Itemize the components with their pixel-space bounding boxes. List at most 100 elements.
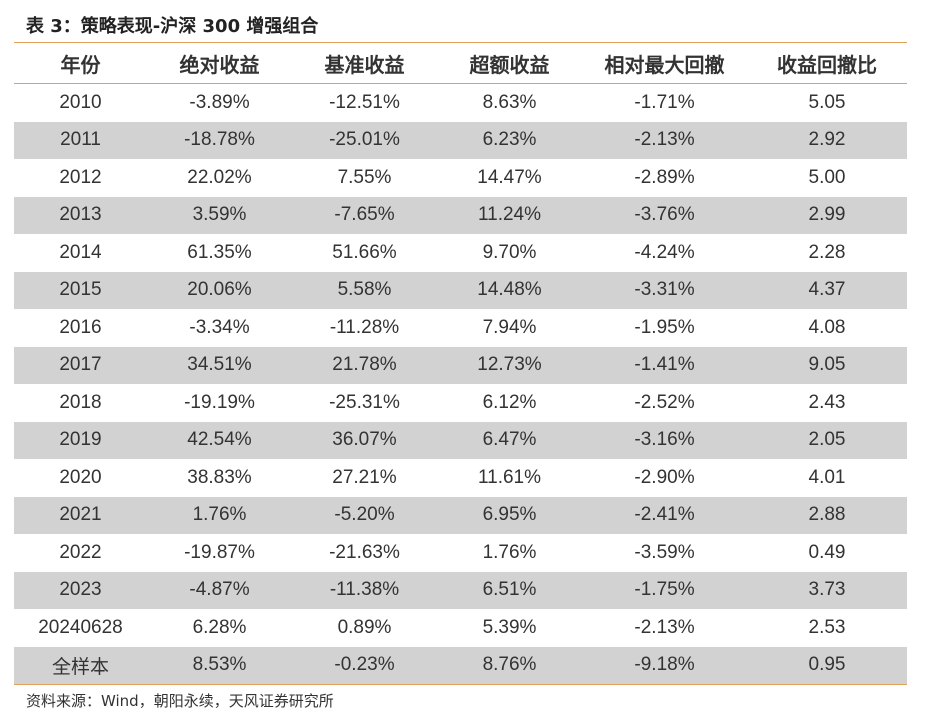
cell-year: 2016: [59, 316, 102, 338]
table-row: 2018 -19.19% -25.31% 6.12% -2.52% 2.43: [14, 384, 907, 422]
cell-year: 2023: [14, 571, 147, 609]
cell-excess-return: 14.47%: [477, 166, 542, 188]
header-relative-max-drawdown: 相对最大回撤: [582, 43, 747, 84]
cell-excess-return: 7.94%: [482, 316, 537, 338]
source-note: 资料来源：Wind，朝阳永续，天风证券研究所: [26, 692, 334, 710]
cell-year: 20240628: [38, 616, 123, 638]
cell-year: 2012: [59, 166, 102, 188]
table-row: 2015 20.06% 5.58% 14.48% -3.31% 4.37: [14, 271, 907, 309]
cell-excess-return: 9.70%: [482, 241, 537, 263]
cell-excess-return: 6.51%: [437, 571, 582, 609]
cell-return-drawdown-ratio: 0.49: [808, 541, 846, 563]
table-row: 2011 -18.78% -25.01% 6.23% -2.13% 2.92: [14, 121, 907, 159]
cell-year: 2020: [59, 466, 102, 488]
cell-return-drawdown-ratio: 2.92: [747, 121, 907, 159]
cell-absolute-return: 3.59%: [147, 196, 292, 234]
cell-relative-max-drawdown: -3.16%: [582, 421, 747, 459]
cell-return-drawdown-ratio: 2.99: [747, 196, 907, 234]
cell-absolute-return: 20.06%: [147, 271, 292, 309]
table-row: 2013 3.59% -7.65% 11.24% -3.76% 2.99: [14, 196, 907, 234]
table-row: 2019 42.54% 36.07% 6.47% -3.16% 2.05: [14, 421, 907, 459]
cell-absolute-return: 8.53%: [147, 646, 292, 684]
table-row: 全样本 8.53% -0.23% 8.76% -9.18% 0.95: [14, 646, 907, 684]
cell-relative-max-drawdown: -3.31%: [582, 271, 747, 309]
cell-year: 2014: [59, 241, 102, 263]
cell-relative-max-drawdown: -2.89%: [634, 166, 695, 188]
table-row: 2022 -19.87% -21.63% 1.76% -3.59% 0.49: [14, 534, 907, 572]
cell-return-drawdown-ratio: 4.37: [747, 271, 907, 309]
cell-excess-return: 8.63%: [482, 91, 537, 113]
cell-excess-return: 1.76%: [482, 541, 537, 563]
header-benchmark-return: 基准收益: [292, 43, 437, 84]
cell-relative-max-drawdown: -9.18%: [582, 646, 747, 684]
table-row: 2023 -4.87% -11.38% 6.51% -1.75% 3.73: [14, 571, 907, 609]
cell-benchmark-return: -25.31%: [329, 391, 400, 413]
cell-year: 2011: [14, 121, 147, 159]
cell-excess-return: 14.48%: [437, 271, 582, 309]
cell-benchmark-return: 21.78%: [292, 346, 437, 384]
table-row: 2017 34.51% 21.78% 12.73% -1.41% 9.05: [14, 346, 907, 384]
cell-year: 2013: [14, 196, 147, 234]
cell-return-drawdown-ratio: 5.05: [808, 91, 846, 113]
cell-return-drawdown-ratio: 2.53: [808, 616, 846, 638]
cell-absolute-return: -18.78%: [147, 121, 292, 159]
cell-absolute-return: -4.87%: [147, 571, 292, 609]
cell-return-drawdown-ratio: 5.00: [808, 166, 846, 188]
cell-relative-max-drawdown: -1.75%: [582, 571, 747, 609]
cell-excess-return: 6.23%: [437, 121, 582, 159]
header-return-drawdown-ratio: 收益回撤比: [747, 43, 907, 84]
table-row: 2021 1.76% -5.20% 6.95% -2.41% 2.88: [14, 496, 907, 534]
cell-excess-return: 11.61%: [477, 466, 542, 488]
cell-relative-max-drawdown: -3.59%: [634, 541, 695, 563]
cell-benchmark-return: 51.66%: [332, 241, 397, 263]
cell-year: 2019: [14, 421, 147, 459]
cell-relative-max-drawdown: -2.90%: [634, 466, 695, 488]
cell-benchmark-return: -7.65%: [292, 196, 437, 234]
table-row: 2012 22.02% 7.55% 14.47% -2.89% 5.00: [14, 159, 907, 197]
cell-absolute-return: -19.87%: [184, 541, 255, 563]
cell-return-drawdown-ratio: 0.95: [747, 646, 907, 684]
cell-benchmark-return: 0.89%: [337, 616, 392, 638]
cell-year: 2022: [59, 541, 102, 563]
table-row: 20240628 6.28% 0.89% 5.39% -2.13% 2.53: [14, 609, 907, 647]
table-title: 表 3：策略表现-沪深 300 增强组合: [26, 16, 319, 37]
cell-benchmark-return: -11.28%: [329, 316, 400, 338]
cell-absolute-return: -3.89%: [189, 91, 250, 113]
cell-return-drawdown-ratio: 4.08: [808, 316, 846, 338]
cell-year: 2010: [59, 91, 102, 113]
cell-benchmark-return: -0.23%: [292, 646, 437, 684]
table-body: 2010 -3.89% -12.51% 8.63% -1.71% 5.05 2011 -18.…: [14, 84, 907, 684]
table-header: 年份 绝对收益 基准收益 超额收益 相对最大回撤 收益回撤比: [14, 43, 907, 84]
cell-absolute-return: -3.34%: [189, 316, 250, 338]
cell-absolute-return: 22.02%: [187, 166, 252, 188]
header-absolute-return: 绝对收益: [147, 43, 292, 84]
cell-year: 2021: [14, 496, 147, 534]
cell-absolute-return: 38.83%: [187, 466, 252, 488]
cell-benchmark-return: -25.01%: [292, 121, 437, 159]
cell-return-drawdown-ratio: 2.88: [747, 496, 907, 534]
cell-return-drawdown-ratio: 4.01: [808, 466, 846, 488]
header-excess-return: 超额收益: [437, 43, 582, 84]
cell-return-drawdown-ratio: 2.05: [747, 421, 907, 459]
cell-relative-max-drawdown: -1.41%: [582, 346, 747, 384]
cell-absolute-return: 34.51%: [147, 346, 292, 384]
table-row: 2010 -3.89% -12.51% 8.63% -1.71% 5.05: [14, 84, 907, 122]
header-year: 年份: [14, 43, 147, 84]
cell-relative-max-drawdown: -1.95%: [634, 316, 695, 338]
cell-excess-return: 6.95%: [437, 496, 582, 534]
cell-benchmark-return: 5.58%: [292, 271, 437, 309]
cell-relative-max-drawdown: -2.13%: [582, 121, 747, 159]
cell-benchmark-return: 36.07%: [292, 421, 437, 459]
cell-year: 2015: [14, 271, 147, 309]
cell-benchmark-return: -11.38%: [292, 571, 437, 609]
cell-return-drawdown-ratio: 3.73: [747, 571, 907, 609]
cell-excess-return: 5.39%: [482, 616, 537, 638]
cell-return-drawdown-ratio: 2.43: [808, 391, 846, 413]
cell-relative-max-drawdown: -2.13%: [634, 616, 695, 638]
cell-excess-return: 6.47%: [437, 421, 582, 459]
cell-benchmark-return: 7.55%: [337, 166, 392, 188]
cell-year: 2017: [14, 346, 147, 384]
table-row: 2020 38.83% 27.21% 11.61% -2.90% 4.01: [14, 459, 907, 497]
cell-benchmark-return: 27.21%: [332, 466, 397, 488]
cell-relative-max-drawdown: -1.71%: [634, 91, 695, 113]
